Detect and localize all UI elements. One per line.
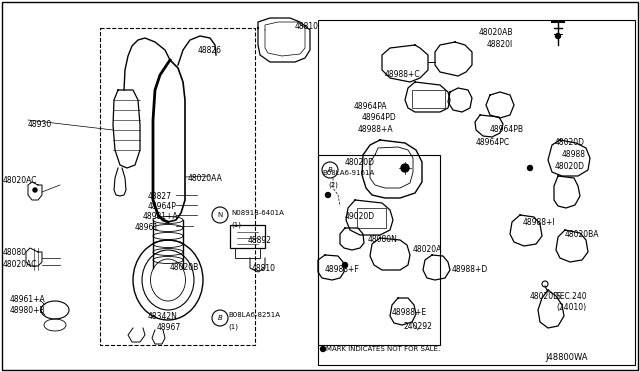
Text: B08LA6-8251A: B08LA6-8251A	[228, 312, 280, 318]
Text: 48988+C: 48988+C	[385, 70, 420, 79]
Circle shape	[401, 164, 409, 172]
Text: 49020D: 49020D	[345, 212, 375, 221]
Text: 48964P: 48964P	[148, 202, 177, 211]
Text: (2): (2)	[328, 182, 338, 189]
Bar	[100, 28, 255, 345]
Text: 48020BA: 48020BA	[565, 230, 600, 239]
Bar	[318, 20, 635, 365]
Text: 48961+A: 48961+A	[10, 295, 45, 304]
Text: 48981+A: 48981+A	[143, 212, 179, 221]
Text: 48826: 48826	[198, 46, 222, 55]
Text: MARK INDICATES NOT FOR SALE.: MARK INDICATES NOT FOR SALE.	[326, 346, 440, 352]
Text: 48020AC: 48020AC	[3, 260, 38, 269]
Circle shape	[33, 188, 37, 192]
Text: 48020A: 48020A	[413, 245, 442, 254]
Text: B08LA6-9161A: B08LA6-9161A	[322, 170, 374, 176]
Circle shape	[556, 33, 561, 38]
Text: 48988+F: 48988+F	[325, 265, 360, 274]
Text: 48810: 48810	[295, 22, 319, 31]
Text: J48800WA: J48800WA	[545, 353, 588, 362]
Text: SEC.240: SEC.240	[556, 292, 588, 301]
Text: 48020B: 48020B	[170, 263, 199, 272]
Text: (1): (1)	[231, 221, 241, 228]
Text: 48020AC: 48020AC	[3, 176, 38, 185]
Text: B: B	[218, 315, 222, 321]
Text: 48892: 48892	[248, 236, 272, 245]
Bar	[357, 208, 386, 228]
Text: 48967: 48967	[157, 323, 181, 332]
Text: N: N	[218, 212, 223, 218]
Text: 48080N: 48080N	[368, 235, 398, 244]
Circle shape	[527, 166, 532, 170]
Text: 48964PC: 48964PC	[476, 138, 510, 147]
Text: 48020AA: 48020AA	[188, 174, 223, 183]
Circle shape	[342, 263, 348, 267]
Text: (24010): (24010)	[556, 303, 586, 312]
Text: 48988+D: 48988+D	[452, 265, 488, 274]
Text: 48820I: 48820I	[487, 40, 513, 49]
Bar	[412, 90, 445, 108]
Circle shape	[321, 346, 326, 352]
Circle shape	[326, 192, 330, 198]
Text: 48020D: 48020D	[555, 138, 585, 147]
Text: 48080: 48080	[3, 248, 27, 257]
Text: 48342N: 48342N	[148, 312, 178, 321]
Text: 48988+A: 48988+A	[358, 125, 394, 134]
Text: 48810: 48810	[252, 264, 276, 273]
Text: 48827: 48827	[148, 192, 172, 201]
Text: 48020D: 48020D	[555, 162, 585, 171]
Text: 240292: 240292	[403, 322, 432, 331]
Text: B: B	[328, 167, 332, 173]
Text: 48964PD: 48964PD	[362, 113, 397, 122]
Circle shape	[403, 166, 408, 170]
Text: (1): (1)	[228, 323, 238, 330]
Text: 48930: 48930	[28, 120, 52, 129]
Text: 48988+E: 48988+E	[392, 308, 427, 317]
Text: 48020D: 48020D	[530, 292, 560, 301]
Text: 48964PB: 48964PB	[490, 125, 524, 134]
Text: 48988+I: 48988+I	[523, 218, 556, 227]
Text: 48020D: 48020D	[345, 158, 375, 167]
Text: N08918-6401A: N08918-6401A	[231, 210, 284, 216]
Text: 48020AB: 48020AB	[479, 28, 513, 37]
Bar	[318, 155, 440, 345]
Text: 48980+B: 48980+B	[10, 306, 45, 315]
Bar	[235, 248, 260, 258]
Text: 48988: 48988	[562, 150, 586, 159]
Text: 48961: 48961	[135, 223, 159, 232]
Bar	[230, 225, 265, 248]
Text: 48964PA: 48964PA	[354, 102, 388, 111]
